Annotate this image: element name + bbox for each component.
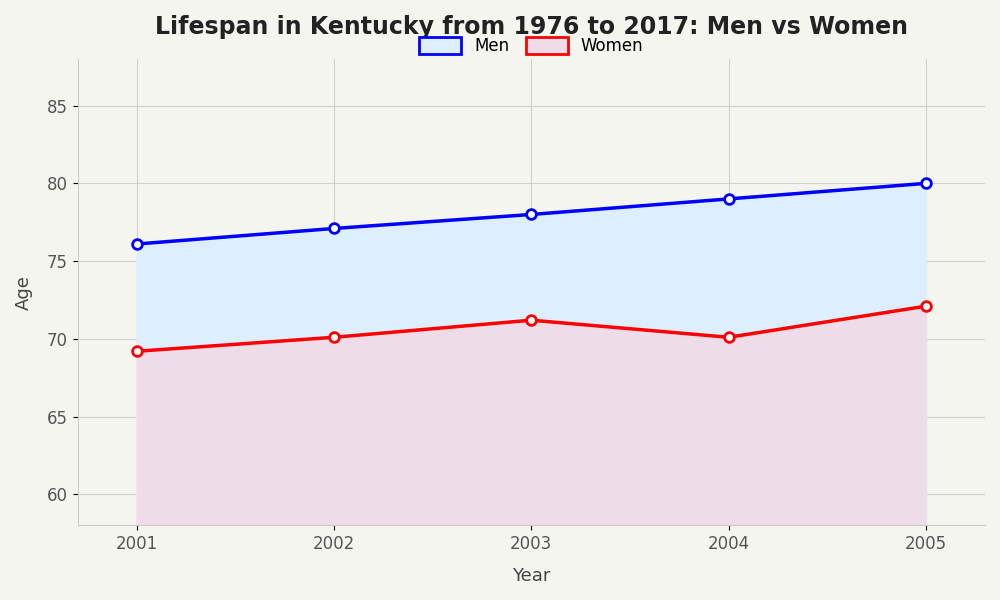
X-axis label: Year: Year xyxy=(512,567,550,585)
Y-axis label: Age: Age xyxy=(15,275,33,310)
Legend: Men, Women: Men, Women xyxy=(412,30,650,62)
Title: Lifespan in Kentucky from 1976 to 2017: Men vs Women: Lifespan in Kentucky from 1976 to 2017: … xyxy=(155,15,908,39)
